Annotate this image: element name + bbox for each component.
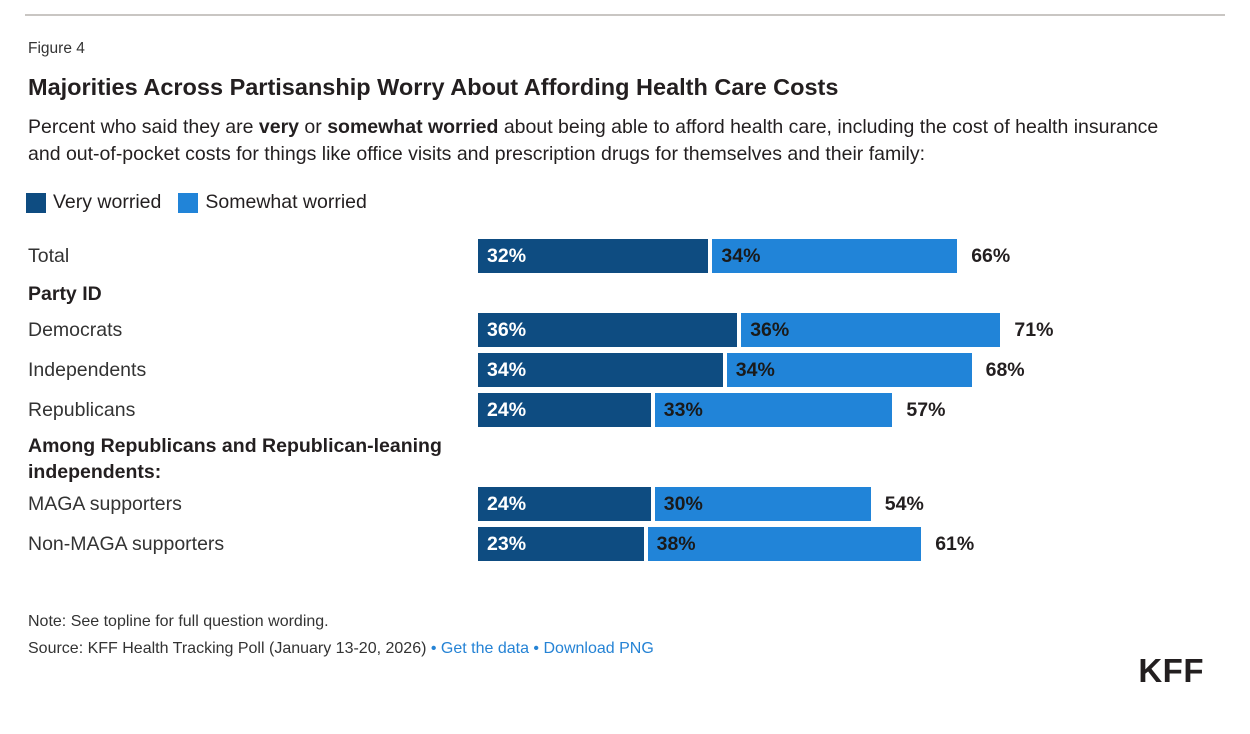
bar-group: 34% 34% 68% <box>478 353 1025 387</box>
bar-segment-somewhat-worried: 30% <box>654 487 871 521</box>
figure-label: Figure 4 <box>28 40 85 57</box>
bar-value-label: 33% <box>663 398 703 421</box>
link-download-png[interactable]: Download PNG <box>543 640 654 657</box>
link-separator: • <box>426 640 441 657</box>
bar-segment-very-worried: 34% <box>478 353 723 387</box>
note-text: Note: See topline for full question word… <box>28 613 329 630</box>
legend-label: Very worried <box>53 191 162 213</box>
row-label: Republicans <box>28 398 136 421</box>
bar-value-label: 36% <box>750 318 790 341</box>
legend-item-very-worried: Very worried <box>26 191 161 214</box>
bar-row-non-maga-supporters: Non-MAGA supporters 23% 38% 61% <box>28 527 1250 561</box>
subtitle-segment-4: about being able to afford health care, … <box>28 116 1159 165</box>
source-text: Source: KFF Health Tracking Poll (Januar… <box>28 640 427 657</box>
bar-value-label: 30% <box>663 492 703 515</box>
bar-value-label: 34% <box>721 244 761 267</box>
bar-value-label: 23% <box>487 532 527 555</box>
row-total-label: 54% <box>884 492 924 515</box>
bar-segment-very-worried: 36% <box>478 313 738 347</box>
bar-segment-somewhat-worried: 34% <box>726 353 972 387</box>
kff-logo: KFF <box>1138 652 1204 689</box>
bar-segment-very-worried: 32% <box>478 239 709 273</box>
bar-segment-somewhat-worried: 34% <box>712 239 958 273</box>
row-total-label: 71% <box>1014 318 1054 341</box>
legend-swatch-icon <box>178 192 199 213</box>
row-label: MAGA supporters <box>28 492 182 515</box>
bar-group: 36% 36% 71% <box>478 313 1053 347</box>
stacked-bar-chart: Total 32% 34% 66% Party ID Democrats 36% 36% 71%… <box>28 239 1250 561</box>
legend-swatch-icon <box>26 192 46 213</box>
subtitle-segment-3: somewhat worried <box>327 116 499 138</box>
bar-group: 32% 34% 66% <box>478 239 1010 273</box>
row-label: Total <box>28 244 70 267</box>
group-header-among-republicans-and-republican-leaning-independents: Among Republicans and Republican-leaning… <box>28 435 442 483</box>
bar-value-label: 34% <box>487 358 527 381</box>
top-divider <box>25 14 1225 16</box>
bar-row-democrats: Democrats 36% 36% 71% <box>28 313 1250 347</box>
row-total-label: 57% <box>906 398 946 421</box>
subtitle-segment-2: or <box>299 116 328 138</box>
legend-label: Somewhat worried <box>205 191 367 213</box>
row-label: Democrats <box>28 318 123 341</box>
chart-subtitle: Percent who said they are very or somewh… <box>28 114 1196 168</box>
bar-segment-very-worried: 24% <box>478 393 651 427</box>
bar-group: 24% 33% 57% <box>478 393 945 427</box>
source-line: Source: KFF Health Tracking Poll (Januar… <box>28 640 1250 658</box>
bar-row-independents: Independents 34% 34% 68% <box>28 353 1250 387</box>
link-get-the-data[interactable]: Get the data <box>440 640 529 657</box>
chart-title: Majorities Across Partisanship Worry Abo… <box>28 74 839 100</box>
chart-legend: Very worried Somewhat worried <box>26 191 1250 214</box>
bar-row-maga-supporters: MAGA supporters 24% 30% 54% <box>28 487 1250 521</box>
bar-row-total: Total 32% 34% 66% <box>28 239 1250 273</box>
bar-value-label: 24% <box>487 492 527 515</box>
bar-segment-very-worried: 24% <box>478 487 651 521</box>
bar-segment-somewhat-worried: 38% <box>647 527 922 561</box>
bar-segment-somewhat-worried: 33% <box>654 393 893 427</box>
bar-segment-very-worried: 23% <box>478 527 644 561</box>
bar-value-label: 38% <box>656 532 696 555</box>
bar-value-label: 24% <box>487 398 527 421</box>
bar-value-label: 36% <box>487 318 527 341</box>
link-separator: • <box>528 640 544 657</box>
bar-segment-somewhat-worried: 36% <box>741 313 1001 347</box>
bar-group: 23% 38% 61% <box>478 527 974 561</box>
legend-item-somewhat-worried: Somewhat worried <box>178 191 367 214</box>
bar-value-label: 32% <box>487 244 527 267</box>
subtitle-segment-0: Percent who said they are <box>28 116 259 138</box>
row-label: Non-MAGA supporters <box>28 532 225 555</box>
row-total-label: 61% <box>935 532 975 555</box>
row-total-label: 68% <box>985 358 1025 381</box>
group-header-party-id: Party ID <box>28 283 102 305</box>
bar-group: 24% 30% 54% <box>478 487 924 521</box>
row-total-label: 66% <box>971 244 1011 267</box>
bar-value-label: 34% <box>735 358 775 381</box>
kff-figure-card: Figure 4 Majorities Across Partisanship … <box>0 14 1250 689</box>
subtitle-segment-1: very <box>258 116 300 138</box>
row-label: Independents <box>28 358 147 381</box>
bar-row-republicans: Republicans 24% 33% 57% <box>28 393 1250 427</box>
